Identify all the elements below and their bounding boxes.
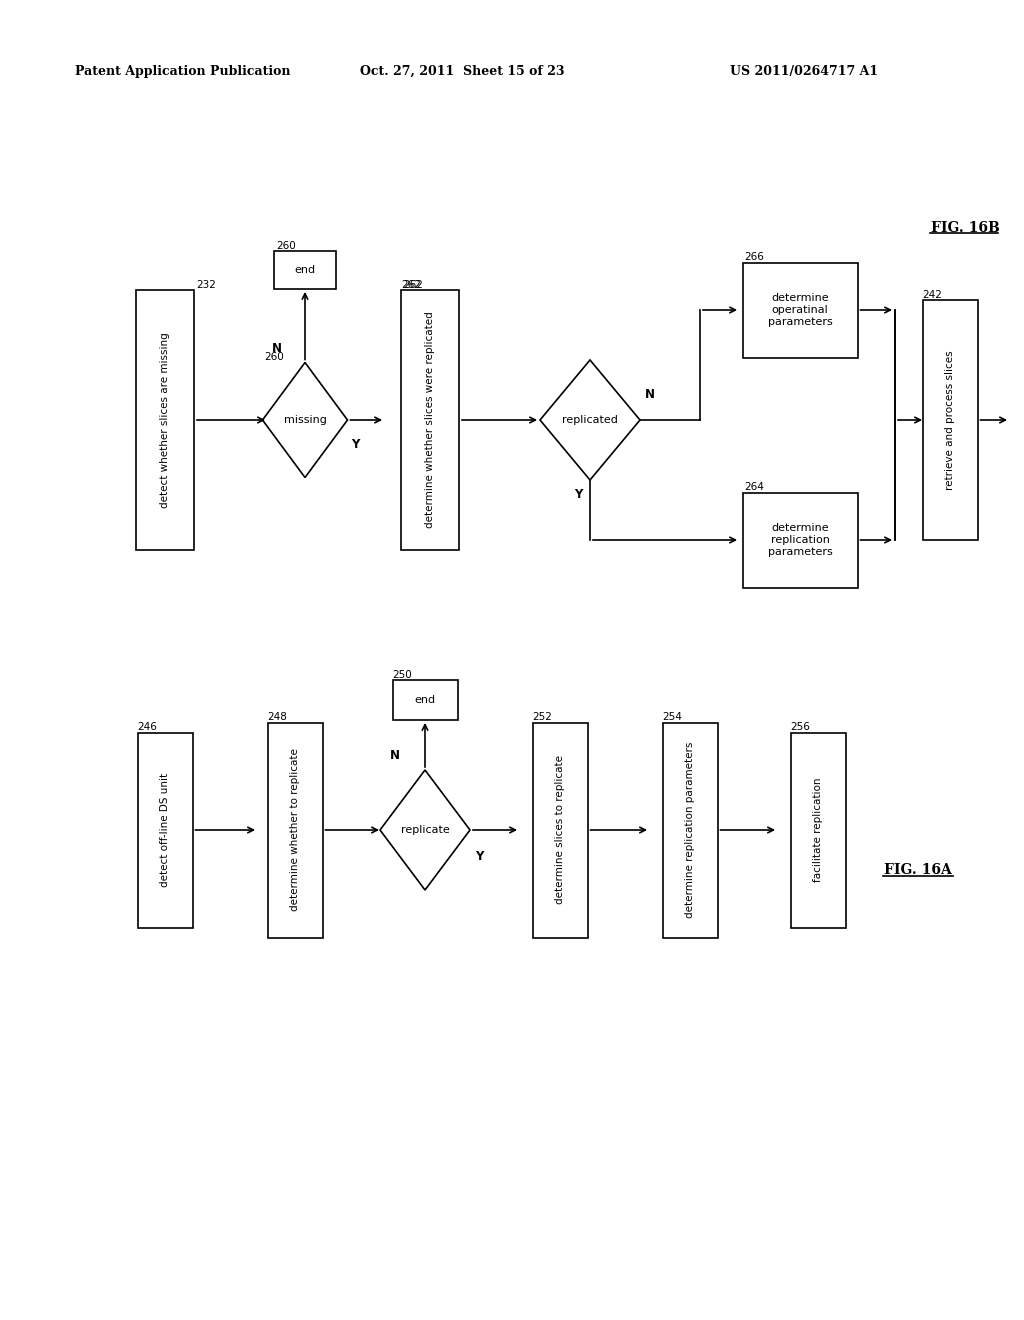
Text: N: N: [272, 342, 282, 355]
Text: 232: 232: [196, 280, 216, 290]
FancyBboxPatch shape: [401, 290, 459, 550]
FancyBboxPatch shape: [742, 492, 857, 587]
Text: 262: 262: [403, 280, 423, 290]
Text: US 2011/0264717 A1: US 2011/0264717 A1: [730, 65, 879, 78]
FancyBboxPatch shape: [532, 722, 588, 937]
Text: missing: missing: [284, 414, 327, 425]
Text: replicated: replicated: [562, 414, 617, 425]
FancyBboxPatch shape: [392, 680, 458, 719]
Text: determine slices to replicate: determine slices to replicate: [555, 755, 565, 904]
Text: 266: 266: [744, 252, 764, 263]
Text: 252: 252: [532, 713, 552, 722]
Text: facilitate replication: facilitate replication: [813, 777, 823, 882]
Text: replicate: replicate: [400, 825, 450, 836]
Text: end: end: [415, 696, 435, 705]
FancyBboxPatch shape: [274, 251, 336, 289]
Text: Patent Application Publication: Patent Application Publication: [75, 65, 291, 78]
FancyBboxPatch shape: [267, 722, 323, 937]
Text: 242: 242: [923, 290, 942, 300]
Text: Y: Y: [475, 850, 483, 863]
FancyBboxPatch shape: [791, 733, 846, 928]
Text: FIG. 16A: FIG. 16A: [884, 863, 952, 876]
Text: FIG. 16B: FIG. 16B: [931, 220, 999, 235]
Text: determine whether slices were replicated: determine whether slices were replicated: [425, 312, 435, 528]
FancyBboxPatch shape: [136, 290, 194, 550]
Text: 246: 246: [137, 722, 158, 733]
FancyBboxPatch shape: [742, 263, 857, 358]
FancyBboxPatch shape: [137, 733, 193, 928]
Text: 260: 260: [264, 352, 285, 363]
Text: detect whether slices are missing: detect whether slices are missing: [160, 333, 170, 508]
Text: determine
replication
parameters: determine replication parameters: [768, 524, 833, 557]
Text: determine replication parameters: determine replication parameters: [685, 742, 695, 919]
Text: end: end: [295, 265, 315, 275]
Text: retrieve and process slices: retrieve and process slices: [945, 350, 955, 490]
Text: detect off-line DS unit: detect off-line DS unit: [160, 774, 170, 887]
Text: 248: 248: [267, 713, 288, 722]
Polygon shape: [540, 360, 640, 480]
FancyBboxPatch shape: [663, 722, 718, 937]
Text: 264: 264: [744, 483, 764, 492]
Text: 262: 262: [401, 280, 421, 290]
Text: Oct. 27, 2011  Sheet 15 of 23: Oct. 27, 2011 Sheet 15 of 23: [360, 65, 564, 78]
Polygon shape: [380, 770, 470, 890]
Text: N: N: [645, 388, 655, 401]
Text: Y: Y: [573, 488, 583, 502]
Text: determine whether to replicate: determine whether to replicate: [290, 748, 300, 911]
Polygon shape: [262, 363, 347, 478]
Text: 250: 250: [392, 671, 413, 680]
FancyBboxPatch shape: [923, 300, 978, 540]
Text: 260: 260: [276, 242, 296, 251]
Text: 256: 256: [791, 722, 810, 733]
Text: Y: Y: [351, 438, 359, 451]
Text: determine
operatinal
parameters: determine operatinal parameters: [768, 293, 833, 326]
Text: N: N: [390, 748, 400, 762]
Text: 254: 254: [663, 713, 682, 722]
